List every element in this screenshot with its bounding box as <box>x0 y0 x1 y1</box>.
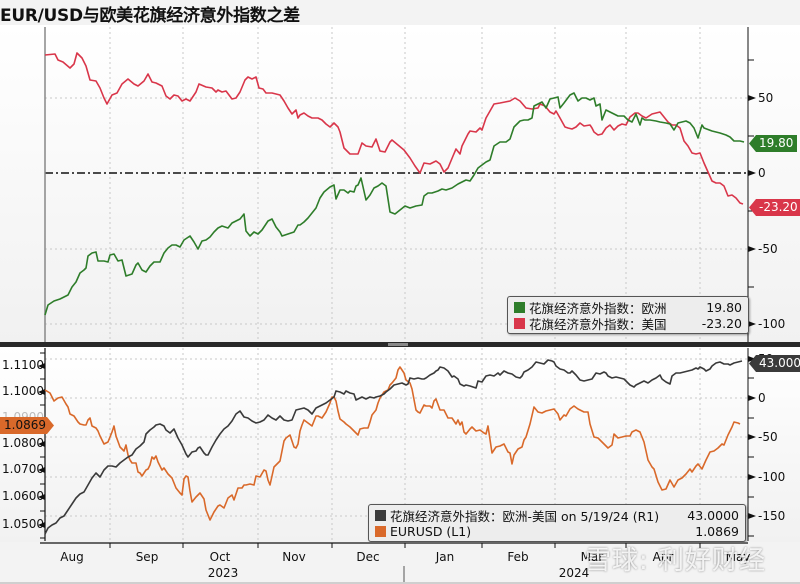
us-last-value-tag: -23.20 <box>749 199 800 216</box>
legend-item-spread: 花旗经济意外指数：欧洲-美国 on 5/19/24 (R1) 43.0000 <box>375 507 739 524</box>
right-y-tick: -100 <box>758 470 786 484</box>
legend-label: EURUSD (L1) <box>390 523 472 539</box>
us-surprise-index-line <box>44 52 744 205</box>
watermark: 雪球: 利好财经 <box>585 546 767 576</box>
right-y-tick: 0 <box>758 391 766 405</box>
x-tick-label: May <box>725 550 751 564</box>
x-tick-label: Mar <box>580 550 604 564</box>
legend-value: 43.0000 <box>687 507 739 523</box>
eurusd-swatch-icon <box>375 525 386 537</box>
x-tick-label: Jan <box>435 550 455 564</box>
x-axis <box>0 542 800 584</box>
chart-title: EUR/USD与欧美花旗经济意外指数之差 <box>0 6 300 26</box>
x-tick-label: Dec <box>356 550 380 564</box>
upper-y-tick: 50 <box>758 91 774 105</box>
upper-y-tick: -100 <box>758 317 786 331</box>
legend-item-eurusd: EURUSD (L1) 1.0869 <box>375 523 739 539</box>
spread-line <box>44 359 743 535</box>
x-year-label: 2024 <box>558 566 590 580</box>
x-tick-label: Apr <box>652 550 674 564</box>
right-y-tick: -50 <box>758 430 778 444</box>
europe-swatch-icon <box>514 301 525 313</box>
lower-legend: 花旗经济意外指数：欧洲-美国 on 5/19/24 (R1) 43.0000 E… <box>368 504 746 542</box>
legend-item-europe: 花旗经济意外指数：欧洲 19.80 <box>514 299 742 316</box>
left-y-tick: 1.0700 <box>2 462 44 476</box>
upper-y-tick: -50 <box>758 242 778 256</box>
europe-surprise-index-line <box>44 92 745 316</box>
right-y-tick: -150 <box>758 509 786 523</box>
legend-label: 花旗经济意外指数：欧洲 <box>529 300 667 316</box>
left-y-tick: 1.0800 <box>2 436 44 450</box>
spread-last-value-tag: 43.0000 <box>749 355 800 372</box>
us-swatch-icon <box>514 317 525 329</box>
legend-label: 花旗经济意外指数：美国 <box>529 316 667 332</box>
left-y-tick: 1.0500 <box>2 517 44 531</box>
x-tick-label: Aug <box>60 550 84 564</box>
legend-label: 花旗经济意外指数：欧洲-美国 on 5/19/24 (R1) <box>390 508 660 524</box>
legend-value: 19.80 <box>706 299 742 315</box>
upper-chart-panel <box>0 25 800 343</box>
eurusd-line <box>44 366 741 521</box>
europe-last-value-tag: 19.80 <box>749 135 798 152</box>
upper-legend: 花旗经济意外指数：欧洲 19.80 花旗经济意外指数：美国 -23.20 <box>507 296 749 334</box>
panel-resize-handle[interactable] <box>388 343 408 346</box>
upper-y-tick: 0 <box>758 166 766 180</box>
spread-swatch-icon <box>375 509 386 521</box>
legend-item-us: 花旗经济意外指数：美国 -23.20 <box>514 315 742 332</box>
eurusd-last-value-tag: 1.0869 <box>0 417 54 434</box>
left-y-tick: 1.1100 <box>2 358 44 372</box>
left-y-tick: 1.1000 <box>2 384 44 398</box>
x-tick-label: Sep <box>135 550 159 564</box>
x-tick-label: Feb <box>507 550 529 564</box>
legend-value: 1.0869 <box>695 523 739 539</box>
x-year-label: 2023 <box>207 566 239 580</box>
x-tick-label: Oct <box>209 550 231 564</box>
x-tick-label: Nov <box>282 550 306 564</box>
left-y-tick: 1.0600 <box>2 489 44 503</box>
legend-value: -23.20 <box>701 315 742 331</box>
